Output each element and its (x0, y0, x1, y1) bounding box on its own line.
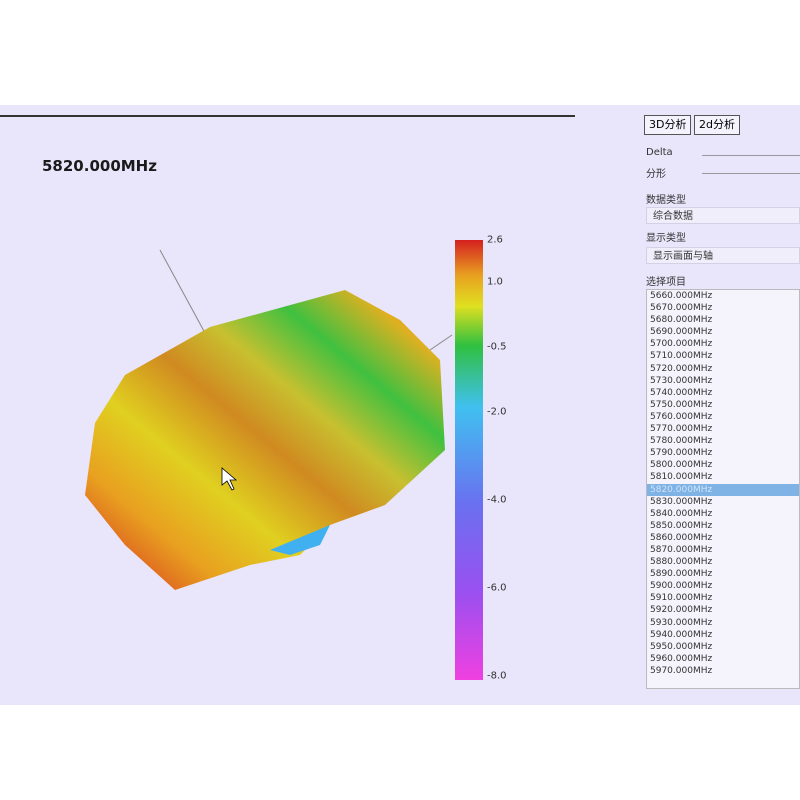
list-item[interactable]: 5900.000MHz (650, 581, 713, 592)
surface-plot (85, 240, 483, 680)
list-item[interactable]: 5930.000MHz (650, 617, 713, 628)
list-item[interactable]: 5790.000MHz (650, 448, 713, 459)
list-item[interactable]: 5830.000MHz (650, 496, 713, 507)
colorbar (455, 240, 483, 680)
list-item[interactable]: 5780.000MHz (650, 436, 713, 447)
list-item[interactable]: 5760.000MHz (650, 411, 713, 422)
list-item[interactable]: 5920.000MHz (650, 605, 713, 616)
slider[interactable] (702, 173, 800, 174)
item-list: 5660.000MHz 5670.000MHz 5680.000MHz 5690.00… (646, 289, 800, 689)
colorbar-label: 1.0 (487, 276, 503, 288)
slider-label: 分形 (646, 169, 666, 180)
list-item[interactable]: 5770.000MHz (650, 424, 713, 435)
side-panel: 3D分析 2d分析 Delta 分形 数据类型 综合数据 显示类型 显示画面与轴… (640, 105, 800, 705)
list-item[interactable]: 5720.000MHz (650, 363, 713, 374)
list-item[interactable]: 5890.000MHz (650, 569, 713, 580)
list-item[interactable]: 5670.000MHz (650, 303, 713, 314)
colorbar-label: -8.0 (487, 670, 507, 682)
data-type-label: 数据类型 (646, 195, 686, 206)
frequency-title: 5820.000MHz (42, 157, 157, 175)
list-item[interactable]: 5680.000MHz (650, 315, 713, 326)
list-item[interactable]: 5750.000MHz (650, 399, 713, 410)
list-item[interactable]: 5730.000MHz (650, 375, 713, 386)
list-item[interactable]: 5810.000MHz (650, 472, 713, 483)
list-item[interactable]: 5800.000MHz (650, 460, 713, 471)
list-item[interactable]: 5700.000MHz (650, 339, 713, 350)
list-item[interactable]: 5840.000MHz (650, 508, 713, 519)
colorbar-label: 2.6 (487, 234, 503, 246)
list-item[interactable]: 5820.000MHz (647, 483, 799, 496)
tab[interactable]: 3D分析 (644, 115, 692, 135)
tab[interactable]: 2d分析 (694, 115, 740, 135)
list-item[interactable]: 5880.000MHz (650, 557, 713, 568)
display-type-label: 显示类型 (646, 233, 686, 244)
list-item[interactable]: 5950.000MHz (650, 641, 713, 652)
list-item[interactable]: 5910.000MHz (650, 593, 713, 604)
surface (85, 290, 445, 590)
colorbar-label: -2.0 (487, 406, 507, 418)
screen: 5820.000MHz 2.6 1.0 -0.5 -2.0 -4.0 -6.0 -8.0 3… (0, 105, 800, 705)
list-item[interactable]: 5940.000MHz (650, 629, 713, 640)
axis-line (429, 334, 453, 351)
display-type-select[interactable]: 显示画面与轴 (646, 247, 800, 264)
divider (0, 115, 575, 117)
colorbar-label: -0.5 (487, 341, 507, 353)
list-item[interactable]: 5860.000MHz (650, 532, 713, 543)
colorbar-label: -6.0 (487, 582, 507, 594)
surface-edge (270, 525, 330, 555)
list-item[interactable]: 5960.000MHz (650, 653, 713, 664)
colorbar-label: -4.0 (487, 494, 507, 506)
list-item[interactable]: 5710.000MHz (650, 351, 713, 362)
list-item[interactable]: 5850.000MHz (650, 520, 713, 531)
list-item[interactable]: 5740.000MHz (650, 387, 713, 398)
cursor (221, 467, 238, 491)
slider-label: Delta (646, 147, 673, 158)
slider[interactable] (702, 155, 800, 156)
list-item[interactable]: 5690.000MHz (650, 327, 713, 338)
data-type-select[interactable]: 综合数据 (646, 207, 800, 224)
list-item[interactable]: 5870.000MHz (650, 544, 713, 555)
select-label: 选择项目 (646, 277, 686, 288)
axis-line (159, 249, 206, 334)
list-item[interactable]: 5970.000MHz (650, 665, 713, 676)
list-item[interactable]: 5660.000MHz (650, 291, 713, 301)
